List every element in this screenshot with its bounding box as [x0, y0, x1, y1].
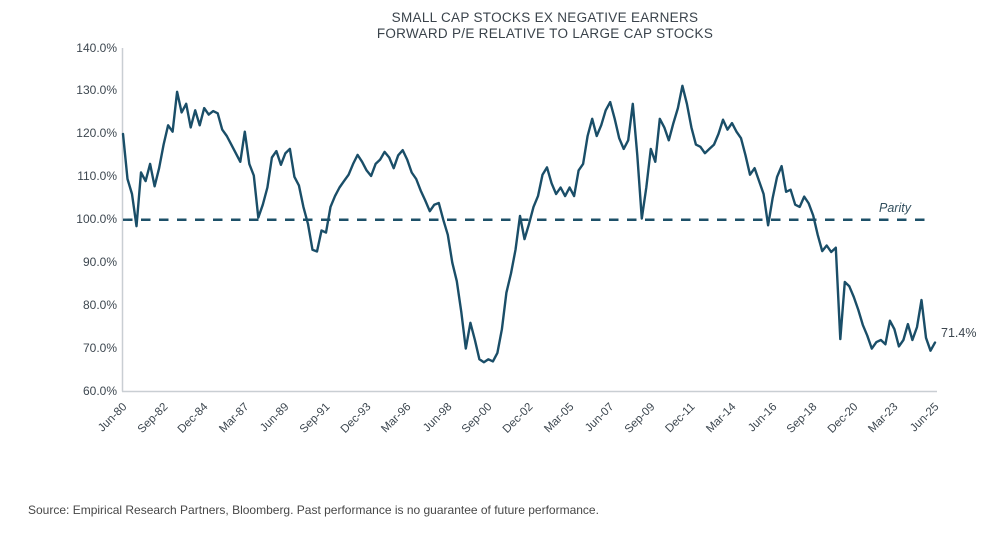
y-tick-label: 110.0% — [77, 169, 117, 184]
last-value-label: 71.4% — [941, 326, 977, 340]
chart-title-line1: SMALL CAP STOCKS EX NEGATIVE EARNERS — [391, 10, 699, 25]
parity-annotation-label: Parity — [879, 201, 911, 215]
y-tick-label: 80.0% — [82, 298, 117, 313]
y-tick-label: 140.0% — [76, 40, 117, 55]
chart-title: SMALL CAP STOCKS EX NEGATIVE EARNERS FOR… — [93, 10, 997, 42]
y-tick-label: 130.0% — [76, 83, 117, 98]
y-tick-label: 100.0% — [76, 212, 117, 227]
y-tick-label: 70.0% — [82, 341, 117, 356]
relative-pe-line — [121, 84, 937, 364]
y-tick-label: 60.0% — [82, 384, 117, 398]
y-tick-label: 90.0% — [82, 255, 117, 270]
source-note: Source: Empirical Research Partners, Blo… — [28, 503, 599, 517]
y-tick-label: 120.0% — [76, 126, 117, 141]
chart-title-line2: FORWARD P/E RELATIVE TO LARGE CAP STOCKS — [376, 26, 714, 41]
